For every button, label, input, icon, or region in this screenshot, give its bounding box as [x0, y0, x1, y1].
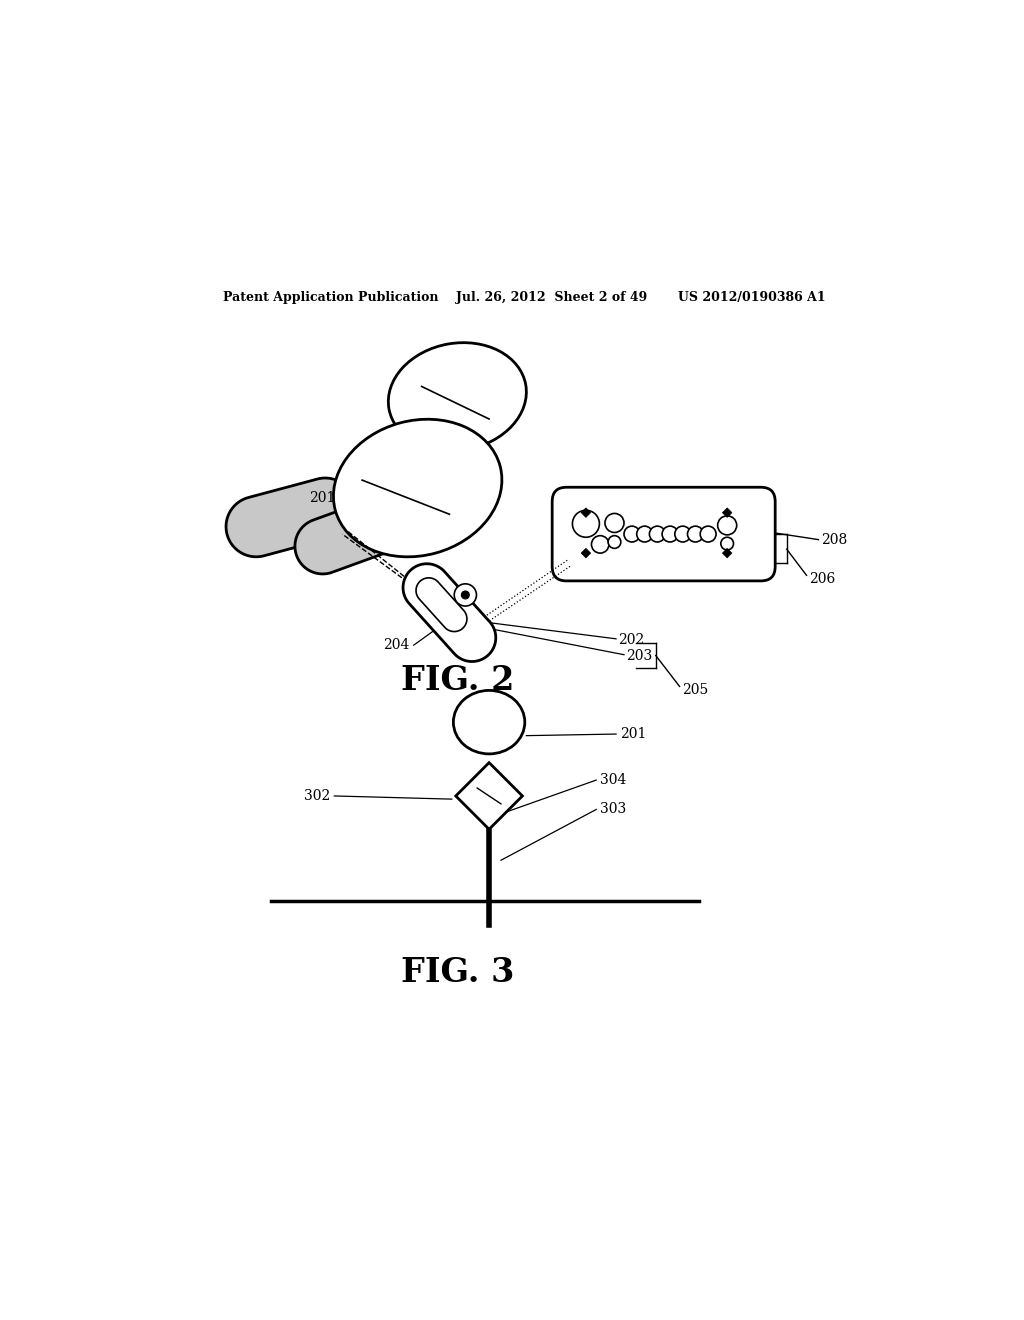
Circle shape [572, 511, 599, 537]
Ellipse shape [388, 343, 526, 451]
Text: 208: 208 [821, 533, 847, 548]
Circle shape [675, 527, 690, 543]
Text: 303: 303 [600, 803, 627, 817]
Text: FIG. 3: FIG. 3 [400, 956, 514, 989]
Text: 201: 201 [309, 491, 335, 504]
Circle shape [608, 536, 621, 548]
Circle shape [637, 527, 652, 543]
Text: 201: 201 [620, 727, 646, 741]
FancyBboxPatch shape [552, 487, 775, 581]
Polygon shape [456, 763, 522, 829]
Circle shape [649, 527, 666, 543]
Text: Patent Application Publication    Jul. 26, 2012  Sheet 2 of 49       US 2012/019: Patent Application Publication Jul. 26, … [223, 292, 826, 304]
Circle shape [687, 527, 703, 543]
Circle shape [592, 536, 609, 553]
Text: 206: 206 [809, 573, 836, 586]
Text: 204: 204 [383, 638, 410, 652]
Circle shape [663, 527, 678, 543]
Polygon shape [226, 478, 355, 557]
Circle shape [605, 513, 624, 532]
Polygon shape [722, 508, 732, 517]
Polygon shape [722, 548, 732, 558]
Text: 304: 304 [600, 774, 627, 787]
Text: 302: 302 [304, 789, 331, 803]
Circle shape [624, 527, 640, 543]
Ellipse shape [454, 690, 525, 754]
Circle shape [721, 537, 733, 550]
Polygon shape [403, 564, 496, 661]
Circle shape [700, 527, 716, 543]
Circle shape [462, 591, 469, 599]
Circle shape [718, 516, 736, 535]
Polygon shape [416, 578, 467, 631]
Circle shape [455, 583, 476, 606]
Text: FIG. 2: FIG. 2 [400, 664, 514, 697]
Ellipse shape [334, 420, 502, 557]
Text: 203: 203 [627, 649, 652, 663]
Polygon shape [582, 548, 591, 558]
Text: 202: 202 [618, 632, 645, 647]
Polygon shape [582, 508, 591, 517]
Polygon shape [295, 492, 421, 574]
Text: 205: 205 [682, 682, 709, 697]
